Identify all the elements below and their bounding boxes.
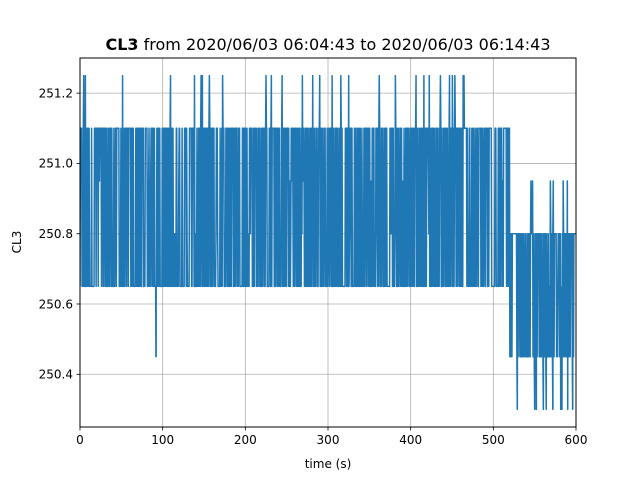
y-tick-label: 251.0 <box>39 157 73 171</box>
x-tick-label: 200 <box>234 433 257 447</box>
series-line <box>80 74 576 411</box>
x-axis-ticks: 0 100 200 300 400 500 600 <box>76 427 587 447</box>
y-tick-label: 250.6 <box>39 297 73 311</box>
x-tick-label: 600 <box>565 433 588 447</box>
y-tick-label: 250.8 <box>39 227 73 241</box>
x-tick-label: 500 <box>482 433 505 447</box>
x-tick-label: 0 <box>76 433 84 447</box>
x-tick-label: 100 <box>151 433 174 447</box>
x-tick-label: 400 <box>399 433 422 447</box>
data-line <box>80 74 576 411</box>
chart-title-bold: CL3 <box>105 35 138 54</box>
chart-title: CL3 from 2020/06/03 06:04:43 to 2020/06/… <box>105 35 550 54</box>
x-tick-label: 300 <box>317 433 340 447</box>
x-axis-label: time (s) <box>305 457 352 471</box>
chart-title-rest: from 2020/06/03 06:04:43 to 2020/06/03 0… <box>139 35 551 54</box>
y-tick-label: 251.2 <box>39 86 73 100</box>
y-axis-ticks: 250.4 250.6 250.8 251.0 251.2 <box>39 86 80 382</box>
y-axis-label: CL3 <box>10 231 24 254</box>
y-tick-label: 250.4 <box>39 368 73 382</box>
